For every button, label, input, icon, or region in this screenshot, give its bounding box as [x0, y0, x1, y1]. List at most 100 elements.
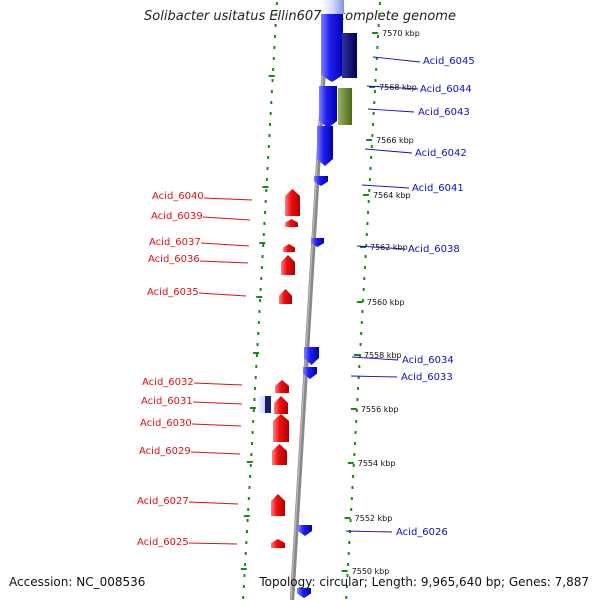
track-dot [375, 68, 378, 71]
gene-label-forward: Acid_6041 [412, 183, 464, 194]
leader-line [203, 197, 253, 201]
track-dot [265, 178, 268, 181]
gene-acid-6038 [311, 238, 324, 247]
track-dot [348, 541, 351, 544]
track-dot [377, 24, 380, 27]
track-dot [360, 332, 363, 335]
track-dot [350, 508, 353, 511]
gene-label-reverse: Acid_6032 [142, 377, 194, 388]
leader-line [366, 85, 419, 90]
gene-acid-6044 [319, 86, 337, 128]
gene-label-reverse: Acid_6031 [141, 396, 193, 407]
leader-line [193, 382, 243, 386]
track-dot [257, 332, 260, 335]
gene-acid-6042 [317, 126, 333, 166]
track-dot [351, 486, 354, 489]
gene-label-forward: Acid_6038 [408, 244, 460, 255]
track-dot [254, 376, 257, 379]
leader-line [350, 375, 398, 378]
track-dot [355, 409, 358, 412]
kbp-tick-mark [347, 462, 354, 464]
gene-acid-6039 [285, 219, 298, 227]
kbp-tick-mark [356, 301, 363, 303]
leader-line [188, 542, 238, 545]
track-tick [249, 407, 256, 409]
track-dot [260, 277, 263, 280]
track-dot [367, 211, 370, 214]
gene-label-reverse: Acid_6030 [140, 418, 192, 429]
track-dot [352, 464, 355, 467]
gene-acid-6029 [272, 444, 287, 465]
genome-info-text: Topology: circular; Length: 9,965,640 bp… [259, 575, 589, 589]
track-dot [269, 112, 272, 115]
track-dot [256, 343, 259, 346]
track-dot [251, 431, 254, 434]
track-tick [246, 461, 253, 463]
track-dot [274, 35, 277, 38]
map-title: Solibacter usitatus Ellin6076, complete … [144, 9, 456, 24]
track-dot [364, 255, 367, 258]
track-dot [243, 574, 246, 577]
track-dot [372, 112, 375, 115]
gene-labels-layer: Acid_6045 Acid_6044 Acid_6043 Acid_6042 Acid… [137, 56, 475, 548]
track-dot [273, 46, 276, 49]
track-tick [262, 186, 269, 188]
gene-label-reverse: Acid_6027 [137, 496, 189, 507]
track-dot [253, 398, 256, 401]
track-dot [378, 13, 381, 16]
gene-fragment-bottom [297, 588, 311, 598]
gene-acid-6033 [303, 367, 317, 379]
track-dot [245, 530, 248, 533]
track-dot [268, 134, 271, 137]
track-dot [356, 398, 359, 401]
gene-label-forward: Acid_6042 [415, 148, 467, 159]
track-tick [253, 352, 260, 354]
track-dot [359, 343, 362, 346]
leader-line [356, 245, 406, 250]
track-dot [358, 365, 361, 368]
track-dot [257, 321, 260, 324]
track-dot [247, 497, 250, 500]
kbp-tick-mark [372, 32, 379, 34]
leader-line [367, 108, 415, 113]
track-dot [262, 233, 265, 236]
track-dot [274, 24, 277, 27]
track-dot [252, 420, 255, 423]
accession-text: Accession: NC_008536 [9, 575, 146, 589]
kbp-tick-mark [366, 139, 373, 141]
leader-line [199, 260, 249, 264]
track-dot [365, 244, 368, 247]
track-dots-layer [240, 2, 381, 599]
gene-acid-6045-a [321, 14, 343, 82]
gene-label-forward: Acid_6026 [396, 527, 448, 538]
gene-acid-6036 [281, 255, 295, 275]
kbp-tick-mark [369, 86, 376, 88]
genes-layer [257, 0, 357, 598]
track-dot [363, 266, 366, 269]
gene-label-reverse: Acid_6029 [139, 446, 191, 457]
track-dot [250, 442, 253, 445]
track-tick [240, 568, 247, 570]
track-dot [370, 156, 373, 159]
gene-label-reverse: Acid_6035 [147, 287, 199, 298]
track-dot [245, 541, 248, 544]
track-dot [353, 453, 356, 456]
gene-label-forward: Acid_6033 [401, 372, 453, 383]
track-dot [363, 277, 366, 280]
track-dot [252, 409, 255, 412]
gene-label-reverse: Acid_6040 [152, 191, 204, 202]
track-dot [261, 255, 264, 258]
gene-acid-6031-dark [265, 396, 271, 413]
gene-label-forward: Acid_6045 [423, 56, 475, 67]
track-dot [271, 79, 274, 82]
track-dot [266, 167, 269, 170]
track-dot [374, 79, 377, 82]
leader-line [191, 423, 242, 427]
track-tick [243, 515, 250, 517]
track-dot [275, 2, 278, 5]
kbp-tick-label: 7560 kbp [367, 298, 405, 307]
track-dot [259, 288, 262, 291]
track-dot [355, 420, 358, 423]
track-dot [367, 200, 370, 203]
track-tick [256, 296, 263, 298]
